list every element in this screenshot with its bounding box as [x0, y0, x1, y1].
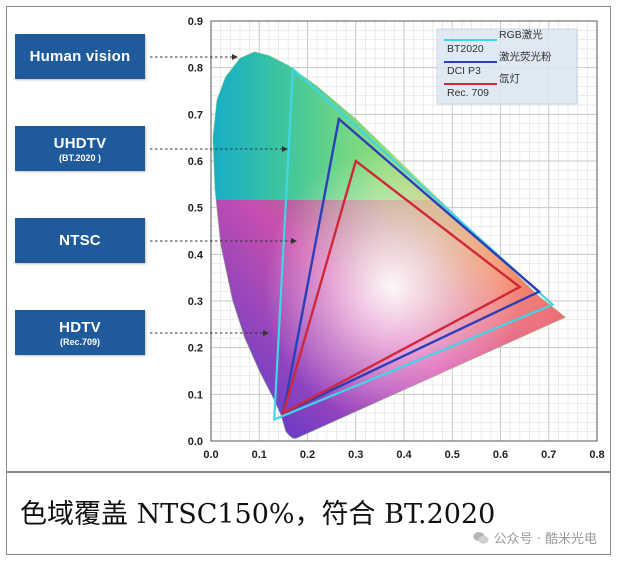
legend-series-name: BT2020 — [447, 43, 484, 55]
x-tick-label: 0.5 — [445, 449, 460, 461]
hdtv-text: HDTV — [59, 318, 101, 336]
y-tick-label: 0.9 — [188, 16, 203, 28]
y-tick-label: 0.1 — [188, 389, 203, 401]
dci-p3-triangle — [281, 116, 542, 416]
legend-line-label: 氙灯 — [499, 72, 520, 85]
x-tick-label: 0.6 — [493, 449, 508, 461]
x-tick-label: 0.4 — [396, 449, 412, 461]
ntsc-arrow-head — [291, 238, 297, 244]
uhdtv-text: UHDTV — [53, 134, 107, 152]
rec709-triangle — [281, 158, 523, 416]
bt2020-triangle — [273, 66, 555, 422]
y-tick-label: 0.8 — [188, 63, 203, 75]
x-tick-label: 0.3 — [348, 449, 363, 461]
figure-frame — [6, 6, 611, 555]
watermark-text: 公众号 · 酷米光电 — [493, 532, 597, 547]
x-tick-label: 0.7 — [541, 449, 556, 461]
wechat-icon — [473, 531, 489, 544]
caption-divider — [6, 471, 611, 473]
x-tick-label: 0.8 — [589, 449, 604, 461]
human-vision-arrow-head — [232, 54, 238, 60]
ntsc-label: NTSC — [15, 218, 145, 263]
y-tick-label: 0.2 — [188, 343, 203, 355]
legend-series-name: Rec. 709 — [447, 87, 489, 99]
hdtv-label: HDTV (Rec.709) — [15, 310, 145, 355]
y-tick-label: 0.7 — [188, 109, 203, 121]
hdtv-subtext: (Rec.709) — [59, 336, 101, 347]
watermark: 公众号 · 酷米光电 — [473, 528, 597, 547]
legend-line-label: RGB激光 — [499, 28, 543, 41]
human-vision-label: Human vision — [15, 34, 145, 79]
spectral-locus-outline — [212, 51, 567, 440]
plot-border — [210, 20, 598, 442]
ntsc-text: NTSC — [59, 232, 101, 249]
cie-chromaticity-diagram: 0.0 0.1 0.2 0.3 0.4 0.5 0.6 0.7 0.8 0.0 0.1 0.2 0.3 0… — [150, 16, 605, 461]
y-tick-label: 0.5 — [188, 203, 203, 215]
x-tick-label: 0.2 — [300, 449, 315, 461]
y-tick-label: 0.4 — [188, 249, 204, 261]
legend-line-label: 激光荧光粉 — [499, 50, 552, 63]
y-tick-label: 0.3 — [188, 296, 203, 308]
legend-box — [436, 28, 578, 105]
human-vision-text: Human vision — [29, 48, 131, 65]
x-tick-label: 0.1 — [252, 449, 267, 461]
x-tick-label: 0.0 — [203, 449, 218, 461]
uhdtv-label: UHDTV (BT.2020 ) — [15, 126, 145, 171]
uhdtv-arrow-head — [282, 146, 288, 152]
y-tick-label: 0.0 — [188, 436, 203, 448]
legend-series-name: DCI P3 — [447, 65, 481, 77]
y-tick-label: 0.6 — [188, 156, 203, 168]
hdtv-arrow-head — [263, 330, 269, 336]
caption: 色域覆盖 NTSC150%，符合 BT.2020 — [20, 499, 496, 530]
uhdtv-subtext: (BT.2020 ) — [58, 152, 102, 163]
